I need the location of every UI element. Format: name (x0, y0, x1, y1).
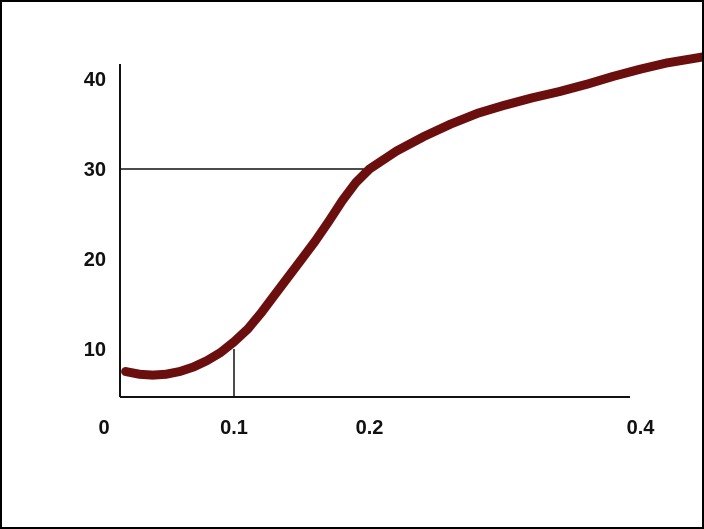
x-tick-label-0.1: 0.1 (220, 417, 248, 439)
x-tick-label-0.4: 0.4 (627, 417, 656, 439)
series-line-0 (121, 52, 702, 380)
y-tick-label-30: 30 (84, 159, 106, 181)
origin-label: 0 (98, 417, 109, 439)
y-tick-label-20: 20 (84, 249, 106, 271)
x-tick-label-0.2: 0.2 (356, 417, 384, 439)
y-tick-label-40: 40 (84, 69, 106, 91)
y-tick-label-10: 10 (84, 339, 106, 361)
